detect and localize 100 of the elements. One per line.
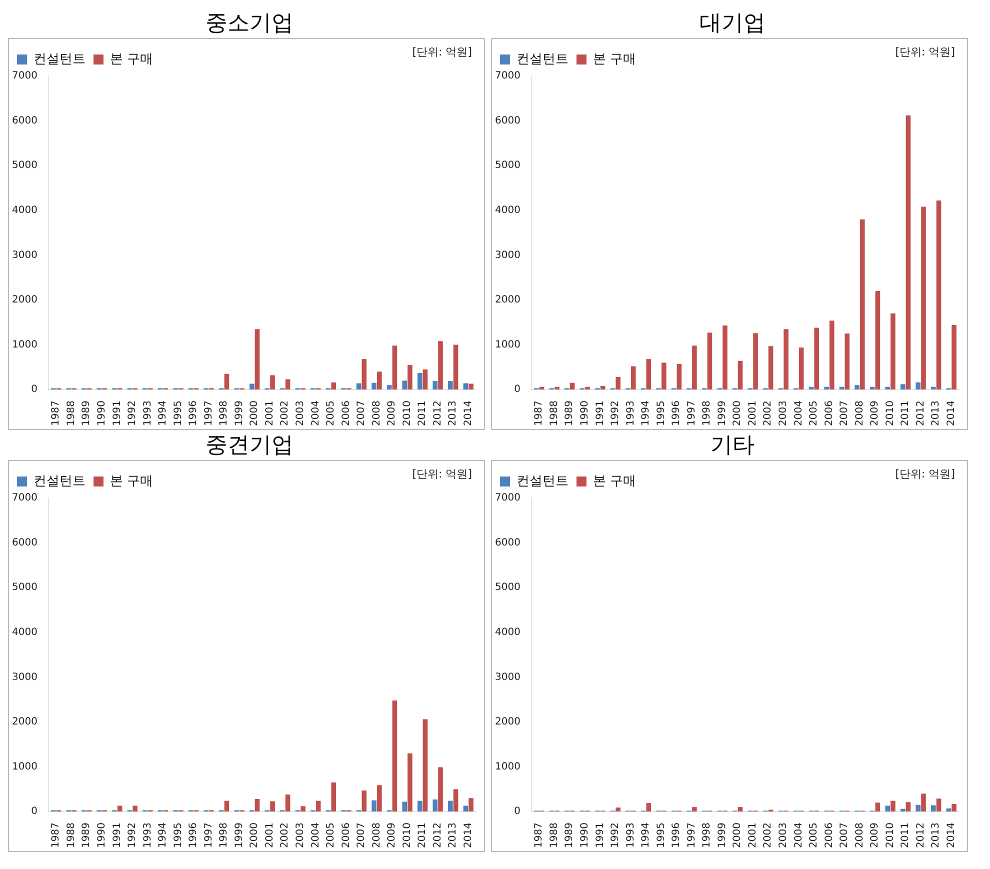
x-tick-label: 2011 (900, 822, 912, 848)
x-tick-label: 1996 (188, 822, 200, 848)
bar (254, 799, 260, 812)
x-tick-label: 2000 (732, 400, 744, 426)
bar (377, 372, 382, 390)
x-tick-label: 2005 (326, 822, 337, 848)
bar (646, 359, 652, 390)
x-tick-label: 2010 (402, 400, 413, 426)
legend-label: 본 구매 (593, 52, 636, 67)
legend-label: 컨설턴트 (516, 474, 568, 489)
y-tick-label: 1000 (494, 339, 520, 350)
bar (829, 320, 834, 390)
bar (331, 782, 336, 812)
x-tick-label: 1994 (158, 400, 169, 426)
x-tick-label: 2003 (778, 400, 789, 426)
x-tick-label: 1996 (671, 822, 682, 848)
y-tick-label: 1000 (494, 761, 520, 772)
x-tick-label: 1989 (81, 400, 92, 426)
x-tick-label: 1991 (594, 822, 606, 848)
bar (362, 359, 367, 390)
bar (616, 377, 621, 390)
text: [단위: 억원] (895, 45, 955, 58)
bar (285, 794, 290, 812)
x-tick-label: 1990 (96, 400, 108, 426)
x-tick-label: 1988 (548, 400, 560, 426)
bar (707, 332, 712, 390)
y-tick-label: 2000 (494, 716, 520, 728)
x-tick-label: 1996 (188, 400, 200, 426)
bar (738, 360, 743, 390)
bar (692, 807, 697, 812)
bar (448, 381, 453, 390)
y-tick-label: 4000 (494, 626, 520, 638)
bar (692, 346, 697, 390)
x-tick-label: 2006 (340, 400, 352, 426)
x-tick-label: 1991 (112, 400, 123, 426)
x-tick-label: 2012 (915, 400, 926, 426)
bar (362, 790, 367, 812)
x-tick-label: 2004 (310, 822, 322, 848)
bar (554, 386, 560, 390)
x-tick-label: 1994 (158, 822, 169, 848)
x-tick-label: 1998 (702, 400, 713, 426)
bar (906, 802, 911, 812)
bar (224, 374, 230, 390)
bar (270, 375, 275, 390)
x-tick-label: 1998 (218, 822, 230, 848)
x-tick-label: 2008 (854, 400, 866, 426)
x-tick-label: 1990 (579, 822, 590, 848)
bar (936, 200, 942, 390)
x-tick-label: 2001 (264, 400, 276, 426)
x-tick-label: 2006 (824, 822, 835, 848)
x-tick-label: 2006 (824, 400, 835, 426)
x-tick-label: 1987 (534, 822, 545, 848)
x-tick-label: 1992 (127, 822, 138, 848)
bar (331, 382, 336, 390)
x-tick-label: 2003 (294, 400, 306, 426)
x-tick-label: 2005 (808, 400, 820, 426)
x-tick-label: 1990 (579, 400, 590, 426)
x-tick-label: 1995 (172, 822, 184, 848)
x-tick-label: 2014 (462, 822, 474, 848)
x-tick-label: 1993 (142, 822, 154, 848)
x-tick-label: 1993 (142, 400, 154, 426)
bar (432, 799, 438, 812)
x-tick-label: 2007 (839, 400, 850, 426)
legend-label: 컨설턴트 (516, 52, 568, 67)
x-tick-label: 1993 (625, 400, 636, 426)
x-tick-label: 1997 (203, 822, 214, 848)
x-tick-label: 2009 (386, 822, 398, 848)
text: [단위: 억원] (895, 467, 955, 480)
x-tick-label: 2005 (808, 822, 820, 848)
x-tick-label: 2010 (402, 822, 413, 848)
bar (885, 806, 890, 812)
bar (921, 794, 926, 812)
bar (860, 219, 865, 390)
x-tick-label: 2013 (930, 400, 942, 426)
bar (952, 804, 956, 812)
y-tick-label: 0 (31, 384, 38, 396)
bar (300, 806, 306, 812)
bar (662, 362, 666, 390)
y-tick-label: 1000 (12, 761, 38, 772)
x-tick-label: 1988 (548, 822, 560, 848)
x-tick-label: 2003 (778, 822, 789, 848)
bar (132, 806, 138, 812)
bar (814, 328, 820, 390)
y-tick-label: 7000 (12, 492, 38, 504)
x-tick-label: 1990 (96, 822, 108, 848)
x-tick-label: 2012 (915, 822, 926, 848)
bar (768, 346, 774, 390)
bar (285, 379, 290, 390)
x-tick-label: 2012 (432, 822, 444, 848)
y-tick-label: 3000 (494, 250, 520, 261)
bar (900, 808, 906, 812)
bar (402, 380, 408, 390)
bar (250, 384, 254, 390)
bar (600, 386, 606, 390)
bar (417, 800, 422, 812)
bar (408, 753, 412, 812)
y-tick-label: 6000 (494, 537, 520, 548)
chart-title: 중견기업 (204, 432, 294, 460)
x-tick-label: 2010 (884, 822, 896, 848)
x-tick-label: 2007 (839, 822, 850, 848)
